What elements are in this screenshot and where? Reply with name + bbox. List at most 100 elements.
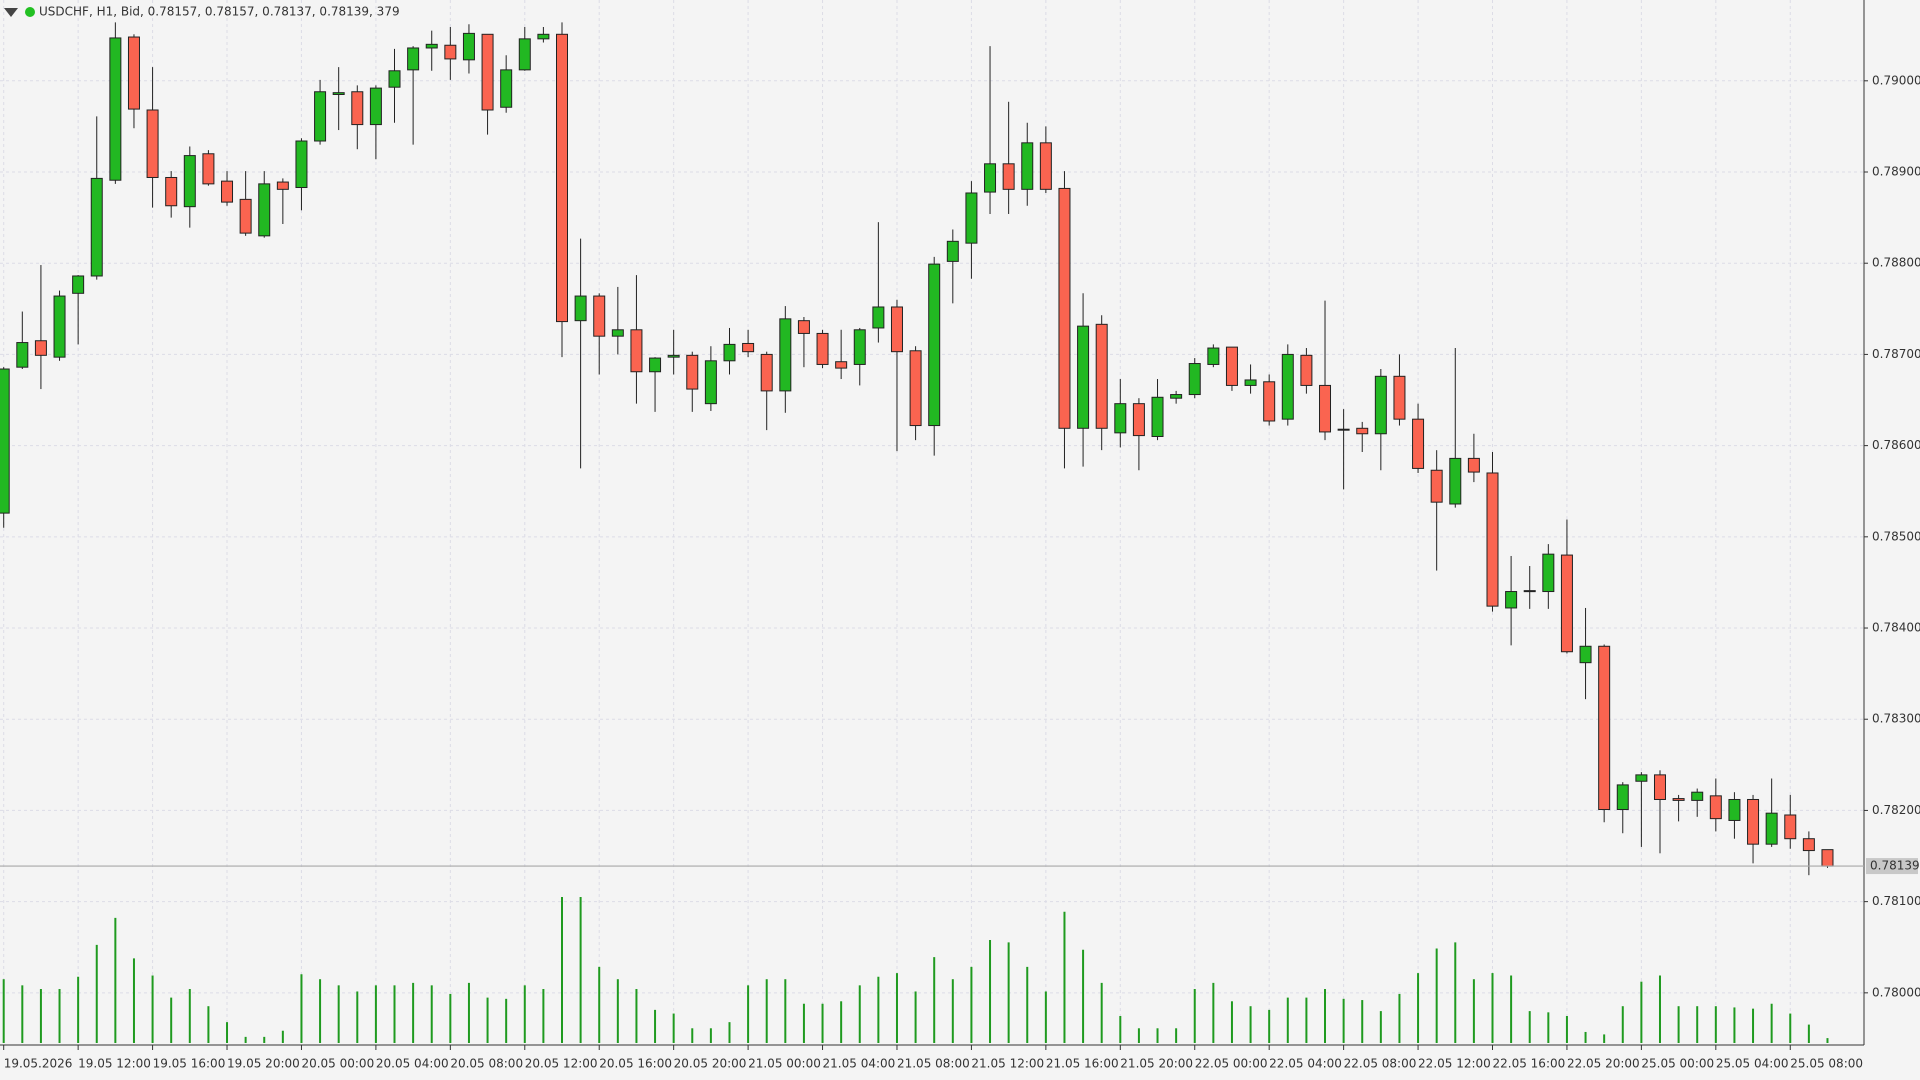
candle-body [1412, 418, 1425, 469]
y-tick-label: 0.78300 [1872, 712, 1920, 726]
y-tick-label: 0.78500 [1872, 529, 1920, 543]
x-tick-label: 19.05 16:00 [153, 1057, 226, 1071]
candle-body [1170, 394, 1183, 399]
y-tick-label: 0.78000 [1872, 985, 1920, 999]
candle-layer [0, 22, 1834, 876]
x-tick-label: 25.05 04:00 [1716, 1057, 1789, 1071]
candle-body [1709, 795, 1722, 820]
candle-body [239, 198, 252, 234]
candle-body [909, 350, 922, 427]
x-tick-label: 21.05 08:00 [897, 1057, 970, 1071]
x-tick-label: 25.05 00:00 [1641, 1057, 1714, 1071]
candle-body [462, 32, 475, 61]
y-tick-label: 0.79000 [1872, 73, 1920, 87]
y-tick-label: 0.78800 [1872, 256, 1920, 270]
candle-body [667, 354, 680, 358]
candle-body [1300, 354, 1313, 386]
x-tick-label: 20.05 04:00 [376, 1057, 449, 1071]
candle-body [388, 70, 401, 88]
candle-body [1542, 553, 1555, 593]
candle-body [872, 306, 885, 329]
x-tick-label: 25.05 08:00 [1790, 1057, 1863, 1071]
candle-body [146, 109, 159, 178]
menu-triangle[interactable] [4, 8, 18, 17]
candle-body [1672, 798, 1685, 801]
candle-body [1132, 403, 1145, 437]
candle-body [444, 44, 457, 60]
x-tick-label: 20.05 16:00 [599, 1057, 672, 1071]
candle-body [1374, 375, 1387, 435]
chart-header: USDCHF, H1, Bid, 0.78157, 0.78157, 0.781… [39, 5, 400, 19]
candle-body [928, 263, 941, 427]
candle-body [1598, 645, 1611, 811]
candle-body [127, 36, 140, 110]
candle-body [779, 318, 792, 392]
candle-body [686, 354, 699, 390]
candle-body [1430, 469, 1443, 503]
candle-body [1021, 142, 1034, 190]
price-label: 0.78139 [1870, 859, 1920, 873]
candle-body [90, 177, 103, 277]
candle-body [1653, 774, 1666, 800]
candle-body [72, 275, 85, 294]
y-tick-label: 0.78200 [1872, 803, 1920, 817]
candle-body [574, 295, 587, 322]
status-dot [25, 7, 35, 17]
candle-body [276, 181, 289, 190]
candle-body [1002, 163, 1015, 190]
volume-layer [2, 897, 1829, 1043]
candle-body [407, 47, 420, 71]
candle-body [1505, 591, 1518, 609]
y-tick-label: 0.78700 [1872, 347, 1920, 361]
candle-body [1263, 381, 1276, 422]
candle-body [593, 295, 606, 337]
candle-body [1765, 812, 1778, 845]
candle-body [1393, 375, 1406, 420]
candle-body [1225, 346, 1238, 386]
candle-body [946, 240, 959, 262]
y-tick-label: 0.78100 [1872, 894, 1920, 908]
y-tick-label: 0.78400 [1872, 621, 1920, 635]
candle-body [1244, 379, 1257, 386]
candle-body [332, 92, 345, 95]
candle-body [109, 37, 122, 181]
candle-body [1188, 363, 1201, 396]
candle-body [1728, 798, 1741, 821]
candle-body [1747, 798, 1760, 845]
candle-body [1579, 645, 1592, 664]
y-tick-label: 0.78900 [1872, 165, 1920, 179]
candle-body [1095, 323, 1108, 429]
candle-body [835, 361, 848, 369]
x-tick-label: 21.05 04:00 [823, 1057, 896, 1071]
candle-body [369, 87, 382, 126]
candle-body [760, 353, 773, 392]
candle-body [1356, 427, 1369, 435]
x-tick-label: 22.05 04:00 [1269, 1057, 1342, 1071]
candle-body [1337, 428, 1350, 431]
axes: 0.78000 0.78100 0.78200 0.78300 0.78400 0.785… [0, 73, 1920, 1071]
candle-body [1784, 814, 1797, 840]
x-tick-label: 20.05 20:00 [674, 1057, 747, 1071]
x-tick-label: 20.05 08:00 [450, 1057, 523, 1071]
candle-body [518, 38, 531, 71]
y-tick-label: 0.78600 [1872, 438, 1920, 452]
candle-body [258, 183, 271, 237]
candle-body [1058, 187, 1071, 429]
candle-body [742, 342, 755, 353]
x-tick-label: 22.05 20:00 [1567, 1057, 1640, 1071]
candle-body [165, 176, 178, 207]
candle-body [1616, 784, 1629, 811]
candle-body [500, 69, 513, 108]
x-tick-label: 22.05 12:00 [1418, 1057, 1491, 1071]
x-tick-label: 21.05 20:00 [1120, 1057, 1193, 1071]
candle-body [1281, 353, 1294, 420]
candle-body [704, 360, 717, 405]
candle-body [890, 306, 903, 353]
candle-body [1560, 554, 1573, 653]
candle-body [202, 153, 215, 185]
candle-body [16, 342, 29, 368]
x-tick-label: 19.05 12:00 [78, 1057, 151, 1071]
candle-body [1467, 457, 1480, 473]
